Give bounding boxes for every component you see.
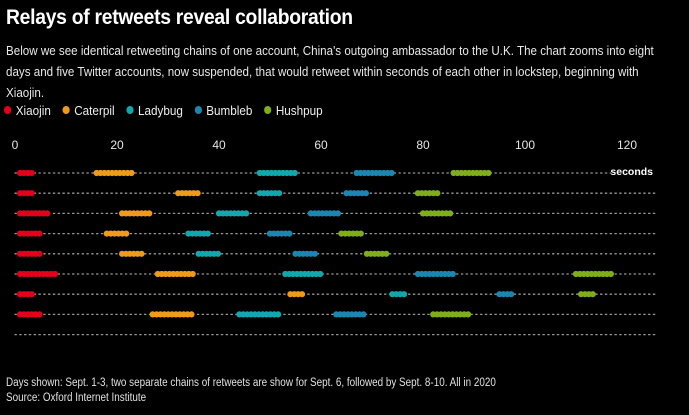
legend-label-ladybug: Ladybug <box>137 102 183 118</box>
retweet-dot-ladybug <box>276 190 283 197</box>
retweet-dot-bumbleb <box>286 230 293 237</box>
retweet-dot-ladybug <box>317 270 324 278</box>
x-tick-label: 60 <box>314 138 328 152</box>
retweet-dot-ladybug <box>291 169 298 177</box>
legend-swatch-ladybug <box>126 106 134 114</box>
retweet-dot-xiaojin <box>28 291 35 298</box>
retweet-dot-ladybug <box>275 311 282 318</box>
retweet-dot-caterpil <box>189 270 196 278</box>
retweet-dot-caterpil <box>146 210 153 217</box>
retweet-dot-xiaojin <box>36 250 43 257</box>
source-note: Source: Oxford Internet Institute <box>6 392 147 404</box>
legend-item-hushpup: Hushpup <box>264 103 323 118</box>
retweet-dot-xiaojin <box>28 169 35 177</box>
retweet-dot-bumbleb <box>334 210 342 217</box>
legend-item-ladybug: Ladybug <box>126 103 183 118</box>
legend-swatch-caterpil <box>62 106 70 114</box>
legend-item-xiaojin: Xiaojin <box>4 103 51 118</box>
legend-swatch-bumbleb <box>194 106 202 114</box>
x-tick-label: 100 <box>515 138 535 152</box>
chart-title: Relays of retweets reveal collaboration <box>6 6 353 29</box>
x-axis-label: seconds <box>610 166 653 178</box>
retweet-dot-xiaojin <box>44 210 51 217</box>
retweet-dot-caterpil <box>188 311 195 318</box>
x-tick-label: 20 <box>110 138 124 152</box>
retweet-dot-ladybug <box>400 291 408 298</box>
legend-label-hushpup: Hushpup <box>275 102 323 118</box>
retweet-dot-hushpup <box>589 291 596 298</box>
retweet-dot-hushpup <box>357 230 364 237</box>
retweet-dot-bumbleb <box>508 291 515 298</box>
retweet-dot-bumbleb <box>388 169 395 177</box>
retweet-dot-ladybug <box>204 230 211 237</box>
footnote: Days shown: Sept. 1-3, two separate chai… <box>6 377 496 389</box>
x-tick-label: 0 <box>12 138 19 152</box>
retweet-chain-chart: 0 20 40 60 80 100 120 seconds <box>12 138 656 336</box>
retweet-dot-xiaojin <box>51 270 59 278</box>
legend-label-bumbleb: Bumbleb <box>206 102 253 118</box>
retweet-dot-hushpup <box>485 169 492 177</box>
retweet-dot-hushpup <box>383 250 390 257</box>
retweet-dot-caterpil <box>123 230 130 237</box>
retweet-dot-bumbleb <box>311 250 318 257</box>
retweet-dot-hushpup <box>607 270 614 278</box>
x-tick-label: 80 <box>416 138 430 152</box>
legend-swatch-xiaojin <box>4 106 12 114</box>
legend-item-caterpil: Caterpil <box>62 102 115 118</box>
retweet-dot-ladybug <box>243 210 250 217</box>
retweet-dot-caterpil <box>298 291 306 298</box>
legend-label-xiaojin: Xiaojin <box>15 102 51 118</box>
retweet-dot-hushpup <box>464 311 472 318</box>
retweet-dot-bumbleb <box>449 270 456 278</box>
retweet-dot-hushpup <box>447 210 454 217</box>
retweet-dot-xiaojin <box>28 190 35 197</box>
legend-label-caterpil: Caterpil <box>74 102 115 118</box>
legend-item-bumbleb: Bumbleb <box>194 102 253 118</box>
legend: Xiaojin Caterpil Ladybug Bumbleb Hushpup <box>4 102 334 118</box>
x-tick-label: 40 <box>212 138 226 152</box>
legend-swatch-hushpup <box>264 106 272 114</box>
retweet-dot-xiaojin <box>36 311 43 318</box>
retweet-dot-caterpil <box>138 250 145 257</box>
retweet-dot-ladybug <box>214 250 222 257</box>
retweet-dot-hushpup <box>434 190 441 197</box>
chart-subtitle: Below we see identical retweeting chains… <box>6 43 654 100</box>
retweet-dot-xiaojin <box>36 230 43 237</box>
retweet-dot-bumbleb <box>362 190 369 197</box>
retweet-dot-caterpil <box>194 190 201 197</box>
x-tick-label: 120 <box>617 138 637 152</box>
retweet-dot-caterpil <box>128 169 135 177</box>
retweet-dot-bumbleb <box>360 311 367 318</box>
